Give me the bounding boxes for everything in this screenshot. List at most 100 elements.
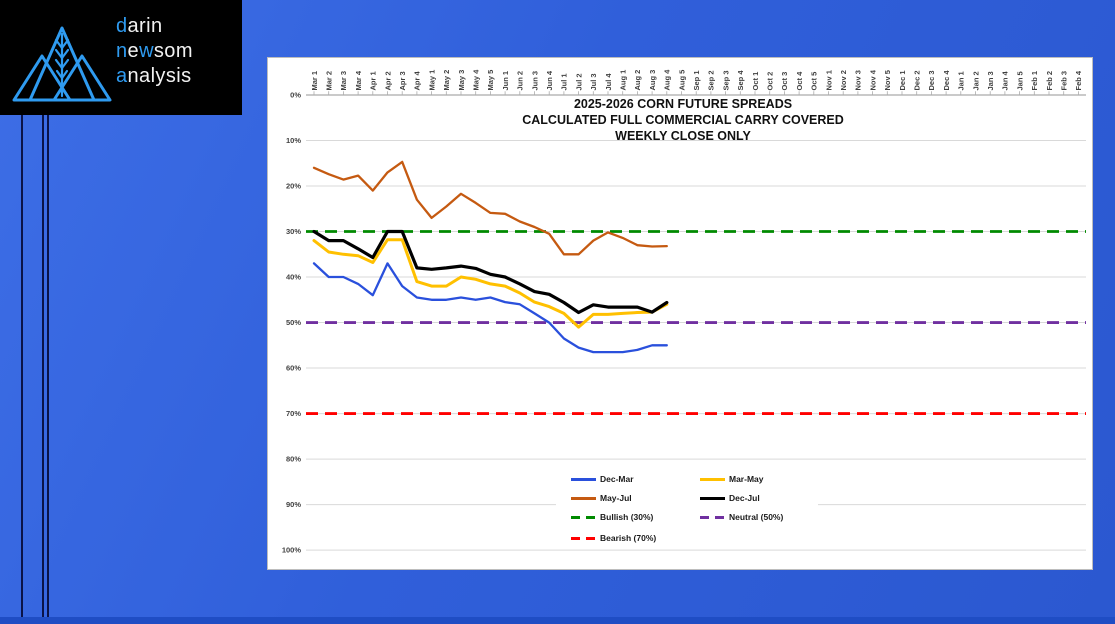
chart-title-line-3: WEEKLY CLOSE ONLY — [615, 129, 751, 143]
legend-item-may-jul: May-Jul — [571, 492, 632, 504]
x-axis-label: Feb 2 — [1045, 71, 1054, 91]
dec-mar-line-swatch — [571, 477, 596, 481]
taskbar-strip — [0, 617, 1115, 624]
x-axis-label: Mar 2 — [325, 71, 334, 91]
y-axis-label: 20% — [286, 182, 301, 191]
x-axis-label: Aug 2 — [633, 70, 642, 91]
y-axis-label: 0% — [290, 91, 301, 100]
y-axis-label: 70% — [286, 409, 301, 418]
brand-line-2: newsom — [116, 40, 193, 62]
x-axis-label: Aug 3 — [648, 70, 657, 91]
brand-name: darin newsom analysis — [116, 14, 193, 89]
y-axis-label: 60% — [286, 364, 301, 373]
x-axis-label: May 4 — [472, 69, 481, 91]
x-axis-label: Aug 1 — [619, 70, 628, 91]
x-axis-label: May 3 — [457, 70, 466, 91]
window-edge-line — [47, 115, 49, 624]
legend-label: Dec-Mar — [600, 474, 634, 484]
neutral-line-swatch — [700, 515, 725, 519]
legend-label: May-Jul — [600, 493, 632, 503]
y-axis-label: 40% — [286, 273, 301, 282]
series-line-mar-may — [312, 238, 669, 329]
x-axis-label: Jul 4 — [604, 73, 613, 91]
x-axis-label: Mar 1 — [310, 71, 319, 91]
chart-title-line-2: CALCULATED FULL COMMERCIAL CARRY COVERED — [522, 113, 844, 127]
legend-label: Mar-May — [729, 474, 764, 484]
dec-jul-line-swatch — [700, 496, 725, 500]
may-jul-line-swatch — [571, 496, 596, 500]
x-axis-label: Nov 3 — [854, 70, 863, 90]
x-axis-label: Jun 1 — [501, 71, 510, 91]
x-axis-label: Jan 1 — [957, 71, 966, 90]
x-axis-label: Dec 4 — [942, 70, 951, 91]
mountain-wheat-icon — [12, 26, 112, 102]
brand-line-1: darin — [116, 15, 163, 37]
legend-item-bullish: Bullish (30%) — [571, 511, 653, 523]
bullish-line-swatch — [571, 515, 596, 519]
x-axis-label: Apr 4 — [413, 71, 422, 91]
x-axis-label: Feb 4 — [1074, 70, 1083, 90]
x-axis-label: Oct 2 — [766, 72, 775, 91]
bearish-line-swatch — [571, 536, 596, 540]
x-axis-label: Dec 3 — [927, 70, 936, 90]
chart-title-line-1: 2025-2026 CORN FUTURE SPREADS — [573, 97, 793, 111]
x-axis-label: Sep 2 — [707, 70, 716, 90]
x-axis-label: Apr 2 — [383, 71, 392, 90]
y-axis-label: 90% — [286, 500, 301, 509]
legend-label: Dec-Jul — [729, 493, 760, 503]
mar-may-line-swatch — [700, 477, 725, 481]
x-axis-label: Nov 5 — [883, 70, 892, 90]
brand-line-3: analysis — [116, 65, 192, 87]
x-axis-label: Jul 1 — [560, 73, 569, 90]
series-line-dec-jul — [312, 229, 669, 315]
x-axis-label: Jun 3 — [530, 71, 539, 91]
x-axis-label: Aug 5 — [677, 70, 686, 91]
window-edge-line — [42, 115, 44, 624]
x-axis-label: Apr 1 — [369, 71, 378, 90]
x-axis-label: Dec 2 — [913, 70, 922, 90]
window-edge-line — [21, 115, 23, 624]
spread-chart-card: 0% 10% 20% 30% 40% 50% 60% 70% 80% 90% 100% Mar 1 Ma… — [267, 57, 1093, 570]
x-axis-label: Aug 4 — [663, 69, 672, 91]
y-axis-label: 80% — [286, 455, 301, 464]
x-axis-label: Mar 3 — [339, 71, 348, 91]
x-axis-label: Oct 4 — [795, 71, 804, 91]
x-axis-label: Jan 2 — [971, 71, 980, 90]
x-axis-label: Nov 4 — [868, 69, 877, 90]
x-axis-label: Oct 3 — [780, 72, 789, 91]
x-axis-label: Nov 1 — [824, 70, 833, 90]
legend-label: Bearish (70%) — [600, 533, 657, 543]
x-axis-label: Jan 3 — [986, 71, 995, 90]
y-axis-label: 50% — [286, 318, 301, 327]
x-axis-label: May 2 — [442, 70, 451, 91]
x-axis-label: Oct 1 — [751, 72, 760, 91]
x-axis-label: Mar 4 — [354, 70, 363, 90]
series-line-dec-mar — [312, 262, 668, 354]
x-axis-label: Sep 4 — [736, 70, 745, 91]
chart-title: 2025-2026 CORN FUTURE SPREADS CALCULATED… — [441, 96, 925, 144]
y-axis-label: 30% — [286, 227, 301, 236]
legend-item-bearish: Bearish (70%) — [571, 532, 656, 544]
x-axis-label: Apr 3 — [398, 71, 407, 90]
x-axis-label: May 1 — [427, 70, 436, 91]
x-axis-label: Nov 2 — [839, 70, 848, 90]
x-axis-label: Sep 3 — [721, 70, 730, 90]
x-axis-label: Sep 1 — [692, 70, 701, 90]
y-axis-label: 100% — [282, 546, 302, 555]
y-axis-label: 10% — [286, 136, 301, 145]
legend-item-dec-mar: Dec-Mar — [571, 473, 634, 485]
legend-background — [556, 460, 818, 548]
x-axis-label: Jan 4 — [1001, 70, 1010, 90]
legend-label: Bullish (30%) — [600, 512, 654, 522]
x-axis-label: May 5 — [486, 70, 495, 91]
x-axis-label: Dec 1 — [898, 70, 907, 90]
x-axis-label: Jul 2 — [574, 73, 583, 90]
legend-item-neutral: Neutral (50%) — [700, 511, 783, 523]
x-axis-label: Jun 4 — [545, 70, 554, 90]
x-axis-label: Jun 2 — [516, 71, 525, 91]
legend-item-dec-jul: Dec-Jul — [700, 492, 760, 504]
x-axis-label: Jan 5 — [1015, 71, 1024, 90]
legend-label: Neutral (50%) — [729, 512, 784, 522]
series-line-may-jul — [312, 160, 668, 256]
